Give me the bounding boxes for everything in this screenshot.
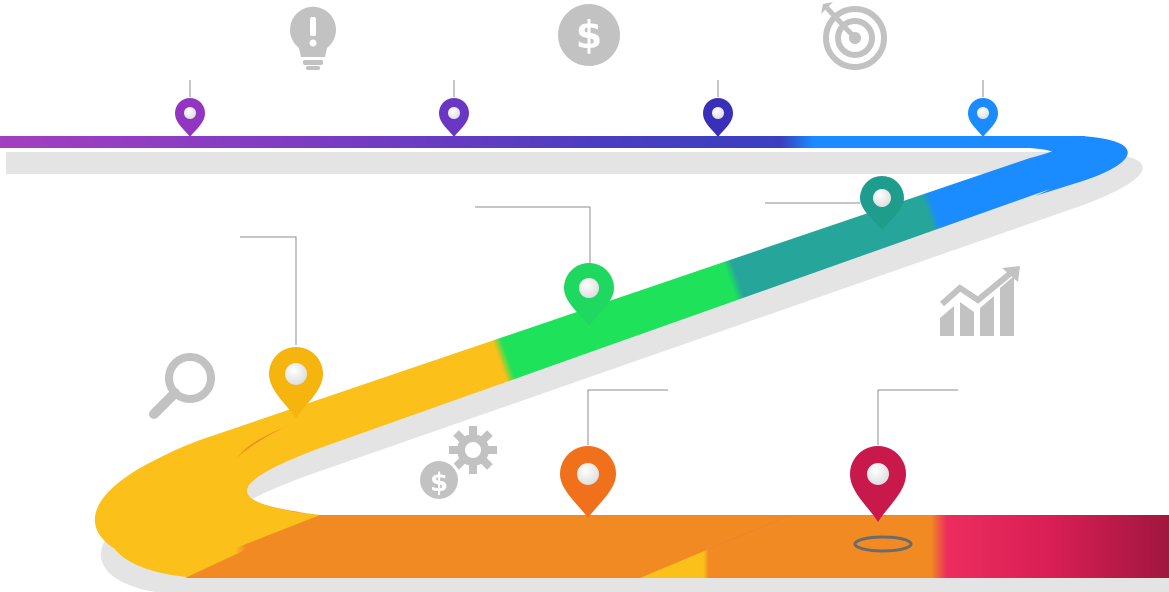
pin-target-ring [853,535,913,553]
magnifier-icon [149,353,215,419]
connector-8 [587,389,668,445]
connector-9 [877,389,958,445]
dollar-coin-icon: $ [558,4,620,66]
pin-milestone-8 [560,446,616,518]
target-arrow-icon [821,2,887,70]
pin-milestone-4 [968,98,998,137]
road-shadow [6,152,1169,592]
pin-milestone-5 [860,176,904,230]
connectors [189,80,984,445]
connector-6 [475,206,591,265]
pin-milestone-3 [703,98,733,137]
svg-text:$: $ [576,13,602,57]
pin-milestone-9 [850,446,913,553]
top-right-curve [1000,136,1128,196]
pin-milestone-2 [439,98,469,137]
top-track [0,136,1085,148]
diagonal-track [118,138,1122,545]
dollar-gear-icon: $ [417,426,497,502]
bottom-segment-pink [640,515,1169,578]
gear-icon [449,426,497,474]
connector-7 [240,236,297,345]
left-curve [94,380,420,570]
svg-text:$: $ [430,468,448,498]
pin-milestone-6 [564,263,614,326]
pin-milestone-1 [175,98,205,137]
growth-chart-icon [940,266,1020,336]
bottom-segment-orange [185,515,790,578]
pin-milestone-7 [269,347,323,418]
lightbulb-exclamation-icon [289,6,336,70]
